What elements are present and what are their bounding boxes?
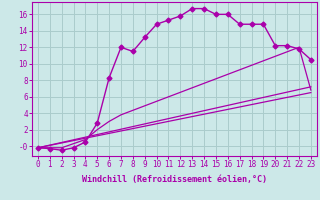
X-axis label: Windchill (Refroidissement éolien,°C): Windchill (Refroidissement éolien,°C) [82, 175, 267, 184]
